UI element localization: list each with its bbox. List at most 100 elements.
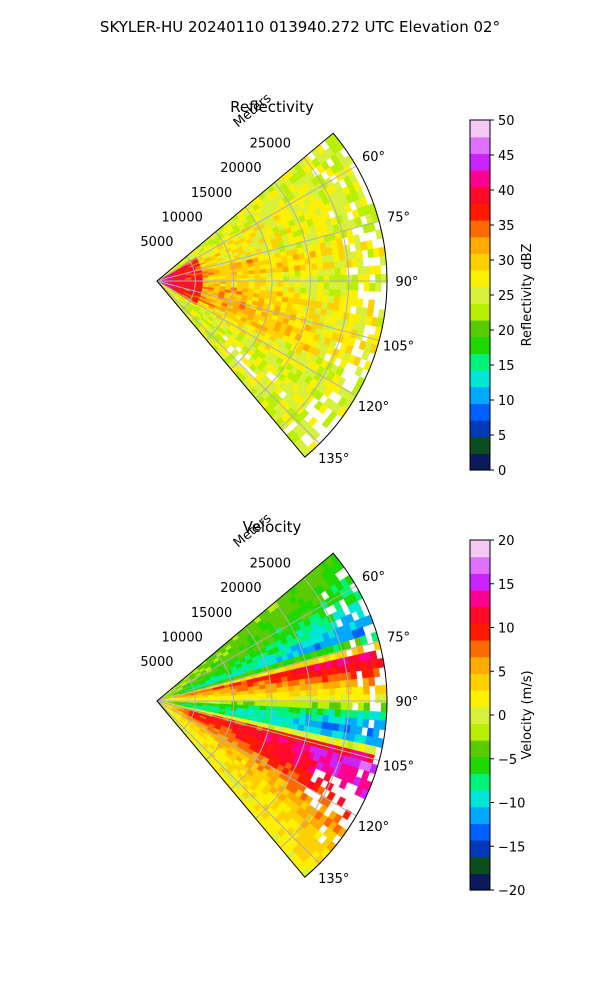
radar-cell bbox=[363, 685, 370, 695]
radar-cell bbox=[380, 273, 388, 284]
radar-cell bbox=[339, 716, 347, 726]
radar-cell bbox=[299, 713, 307, 721]
colorbar-swatch bbox=[470, 420, 490, 438]
radar-cell bbox=[316, 294, 324, 303]
radar-cell bbox=[288, 707, 296, 714]
colorbar-tick-label: −20 bbox=[498, 884, 525, 899]
radar-cell bbox=[271, 687, 278, 694]
radar-cell bbox=[248, 270, 255, 275]
radar-cell bbox=[334, 695, 342, 703]
colorbar-swatch bbox=[470, 320, 490, 338]
radar-cell bbox=[351, 686, 359, 696]
colorbar-swatch bbox=[470, 203, 490, 221]
radar-cell bbox=[323, 282, 330, 290]
radar-cell bbox=[327, 295, 335, 304]
radar-cell bbox=[329, 275, 336, 283]
radar-cell bbox=[345, 709, 353, 719]
radar-cell bbox=[351, 710, 359, 719]
radar-cell bbox=[294, 702, 301, 709]
radial-tick-label: 10000 bbox=[162, 210, 203, 225]
radar-cell bbox=[219, 275, 227, 280]
colorbar-tick-label: 45 bbox=[498, 149, 515, 164]
colorbar-swatch bbox=[470, 303, 490, 321]
azimuth-gridline bbox=[156, 280, 357, 397]
colorbar-swatch bbox=[470, 453, 490, 471]
radar-cell bbox=[259, 705, 267, 711]
radar-cell bbox=[339, 296, 347, 306]
angle-tick-label: 75° bbox=[387, 210, 410, 225]
radar-cell bbox=[327, 254, 335, 263]
radar-cell bbox=[305, 269, 313, 277]
colorbar-swatch bbox=[470, 170, 490, 188]
colorbar-swatch bbox=[470, 756, 490, 774]
radar-cell bbox=[345, 259, 353, 268]
radar-cell bbox=[361, 350, 370, 361]
radar-cell bbox=[340, 289, 347, 298]
radar-cell bbox=[288, 287, 296, 294]
radar-cell bbox=[333, 716, 341, 725]
radar-cell bbox=[225, 275, 232, 280]
azimuth-gridline bbox=[156, 700, 357, 817]
colorbar: −20 −15 −10 −5 0 5 10 15 20 Velocity (m/s) bbox=[469, 534, 535, 899]
radar-cell bbox=[288, 281, 296, 288]
radar-cell bbox=[333, 680, 341, 689]
colorbar-swatch bbox=[470, 706, 490, 724]
radar-cell bbox=[318, 403, 329, 415]
azimuth-gridline bbox=[156, 700, 320, 864]
radar-cell bbox=[293, 265, 301, 272]
radar-cell bbox=[363, 702, 370, 712]
radar-cell bbox=[317, 689, 324, 697]
radar-cell bbox=[254, 285, 261, 291]
radar-cell bbox=[316, 714, 324, 723]
colorbar-swatch bbox=[470, 606, 490, 624]
radar-cell bbox=[259, 285, 267, 291]
radar-cell bbox=[293, 679, 301, 687]
angle-tick-label: 75° bbox=[387, 630, 410, 645]
radar-cell bbox=[336, 796, 346, 807]
colorbar-tick-label: 10 bbox=[498, 622, 515, 637]
radar-cell bbox=[327, 715, 335, 724]
radar-cell bbox=[316, 262, 324, 270]
radar-cell bbox=[350, 717, 358, 727]
radar-cell bbox=[298, 678, 306, 686]
colorbar-swatch bbox=[470, 253, 490, 271]
radar-cell bbox=[282, 271, 290, 278]
radar-cell bbox=[340, 274, 347, 283]
radar-cell bbox=[334, 275, 342, 283]
angle-tick-label: 120° bbox=[358, 820, 389, 835]
radar-cell bbox=[265, 706, 273, 712]
radar-cell bbox=[265, 701, 273, 707]
radial-tick-label: 5000 bbox=[140, 655, 173, 670]
radar-cell bbox=[363, 694, 370, 704]
radar-cell bbox=[271, 692, 278, 698]
radar-cell bbox=[248, 690, 255, 695]
radar-cell bbox=[254, 281, 261, 287]
range-ring bbox=[205, 231, 235, 341]
radar-cell bbox=[271, 272, 278, 278]
radar-cell bbox=[351, 258, 358, 268]
radar-cell bbox=[374, 685, 382, 695]
radar-cell bbox=[311, 683, 318, 691]
radar-cell bbox=[271, 706, 278, 712]
colorbar-tick-label: 10 bbox=[498, 394, 515, 409]
radar-cell bbox=[311, 708, 319, 716]
radar-cell bbox=[338, 779, 348, 790]
colorbar-tick-label: 30 bbox=[498, 254, 515, 269]
radar-cell bbox=[357, 694, 365, 704]
radar-cell bbox=[242, 270, 249, 276]
radar-cell bbox=[346, 282, 353, 291]
radar-cell bbox=[322, 295, 330, 303]
radar-cell bbox=[375, 693, 382, 704]
colorbar-swatch bbox=[470, 436, 490, 454]
radar-cell bbox=[352, 694, 359, 703]
colorbar-swatch bbox=[470, 740, 490, 758]
range-ring bbox=[255, 182, 311, 399]
range-ring bbox=[279, 157, 350, 429]
radar-cell bbox=[242, 274, 250, 279]
radar-cell bbox=[309, 300, 317, 308]
radial-tick-label: 10000 bbox=[162, 630, 203, 645]
radar-cell bbox=[282, 286, 290, 293]
radar-cell bbox=[375, 282, 382, 292]
radar-cell bbox=[254, 701, 261, 707]
panel-title: Velocity bbox=[243, 518, 302, 536]
